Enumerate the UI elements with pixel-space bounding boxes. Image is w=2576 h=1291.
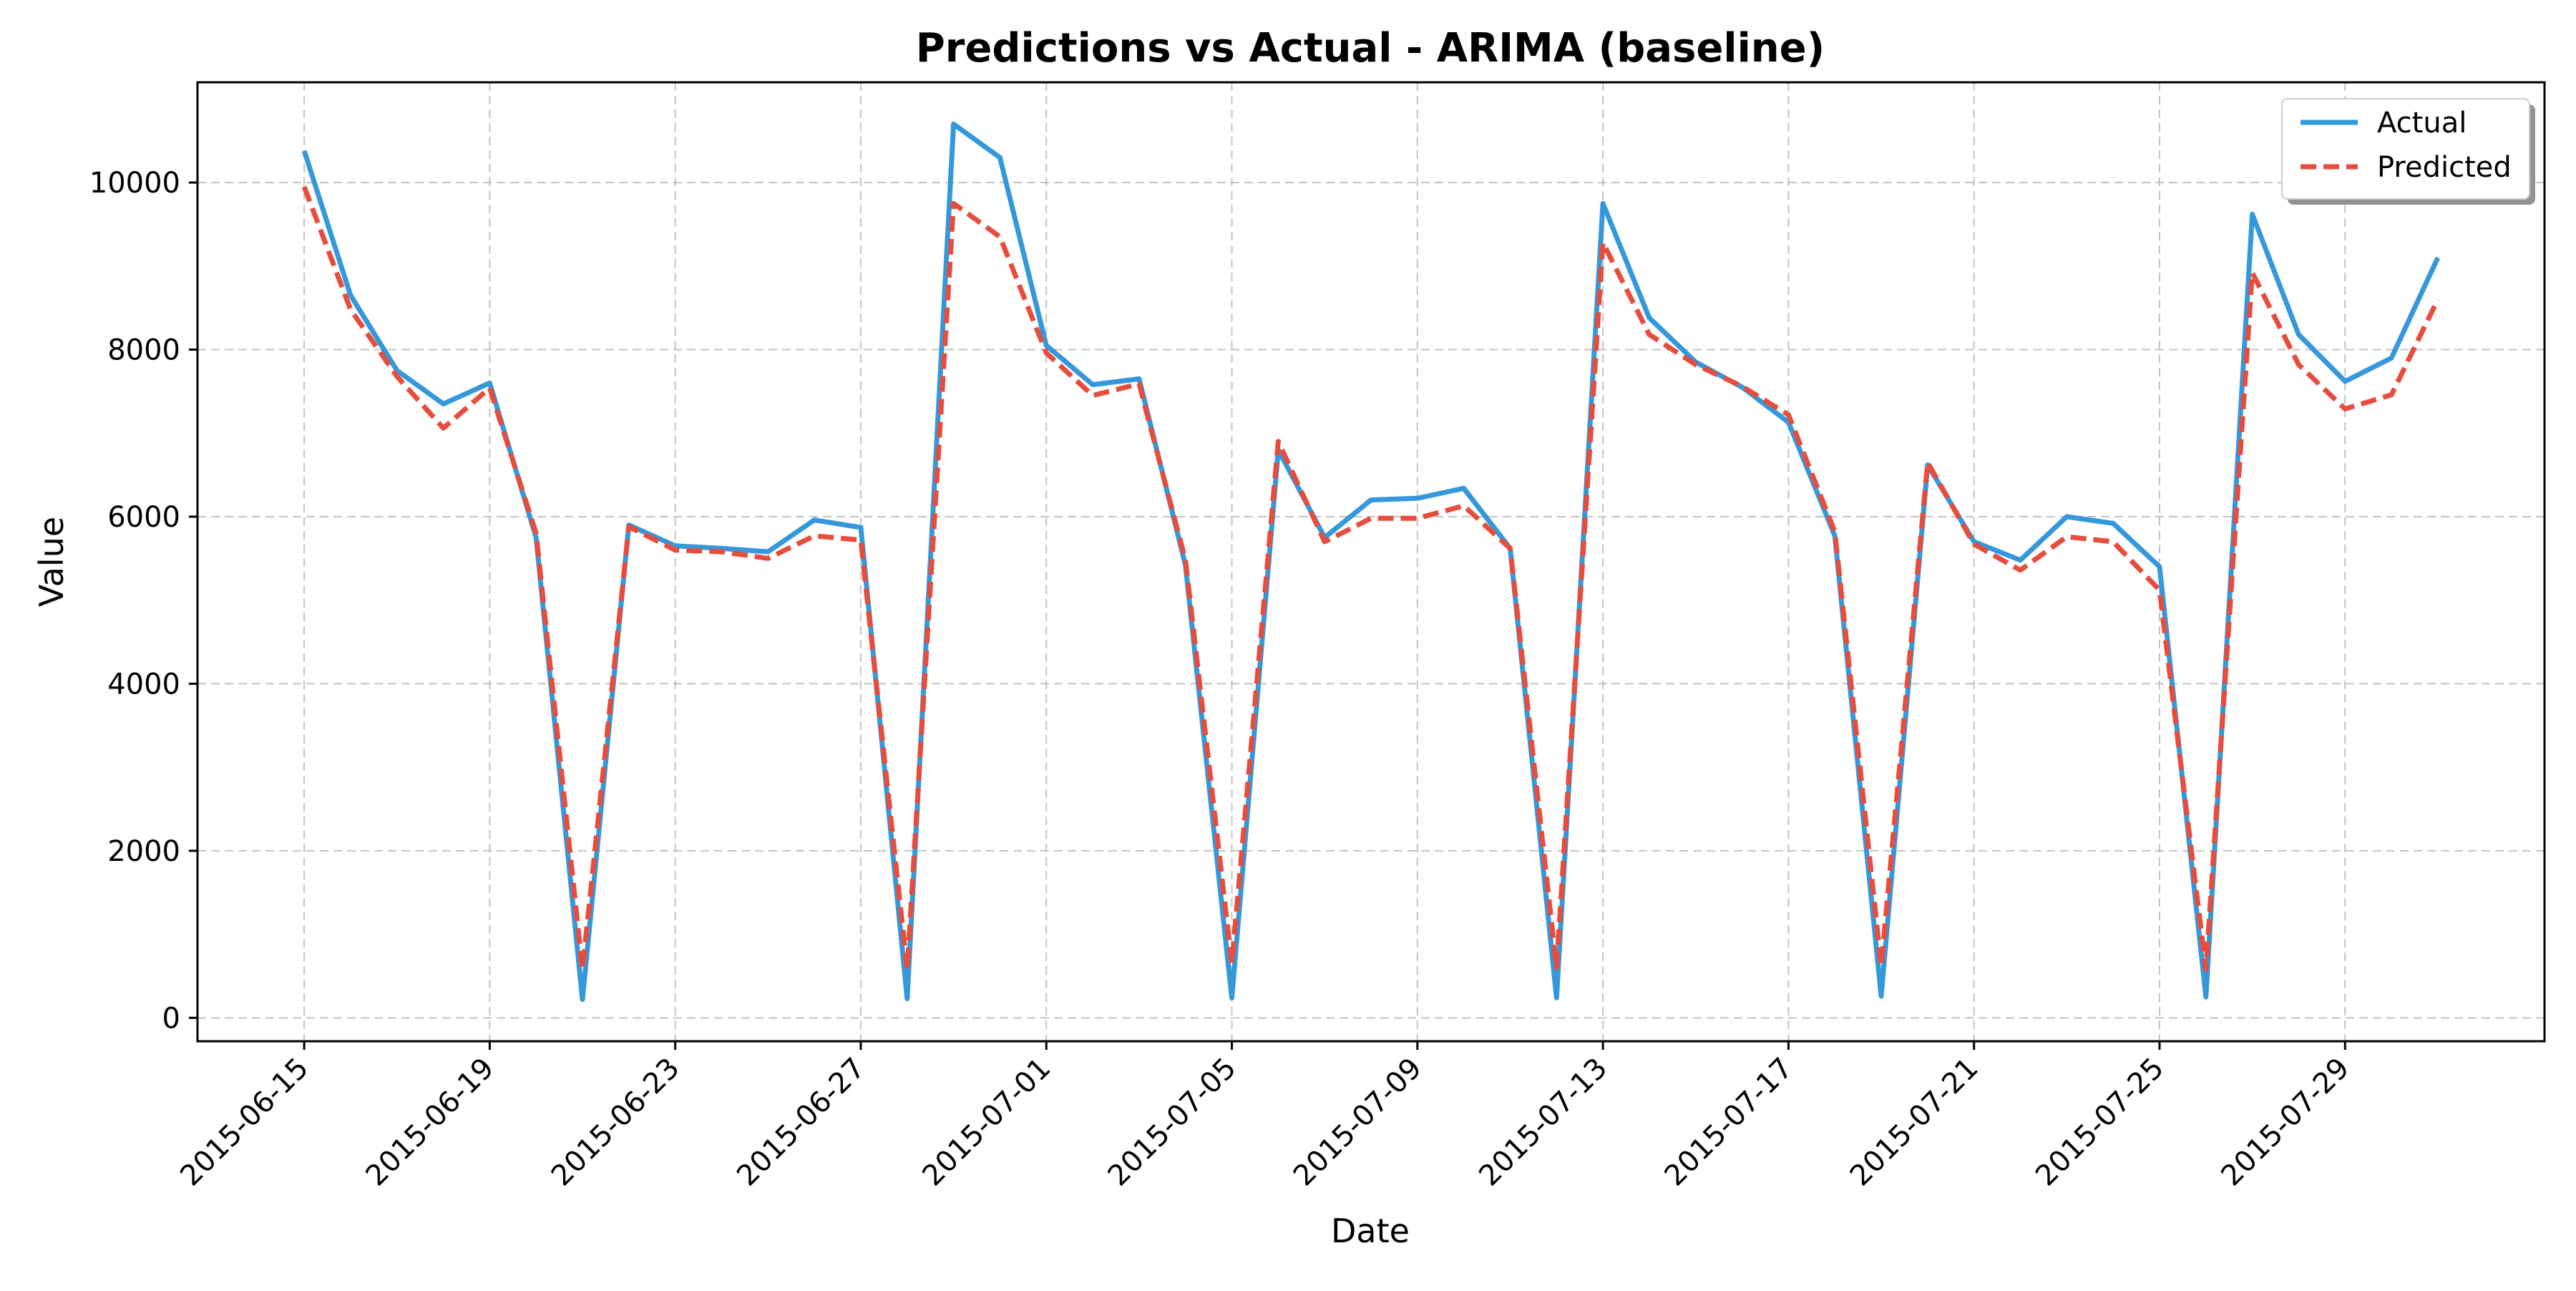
series-line-actual — [301, 121, 2441, 1003]
grid-lines — [197, 82, 2545, 1041]
y-tick-label: 6000 — [107, 501, 180, 534]
x-tick-label: 2015-07-09 — [1287, 1052, 1428, 1193]
legend: Actual Predicted — [2281, 98, 2535, 205]
y-axis-label: Value — [32, 517, 71, 607]
x-tick-label: 2015-07-29 — [2215, 1052, 2356, 1193]
y-tick-label: 8000 — [107, 334, 180, 367]
legend-label-predicted: Predicted — [2377, 151, 2512, 184]
x-tick-label: 2015-06-15 — [174, 1052, 315, 1193]
x-tick-label: 2015-07-25 — [2029, 1052, 2170, 1193]
chart-title: Predictions vs Actual - ARIMA (baseline) — [916, 25, 1825, 72]
x-tick-label: 2015-07-17 — [1659, 1052, 1800, 1193]
x-tick-label: 2015-07-21 — [1844, 1052, 1985, 1193]
plot-frame — [196, 81, 2546, 1043]
y-axis-ticks: 0 2000 4000 6000 8000 10000 — [89, 167, 197, 1035]
x-axis-ticks: 2015-06-15 2015-06-19 2015-06-23 2015-06-27… — [174, 1041, 2356, 1192]
y-tick-label: 4000 — [107, 668, 180, 701]
y-tick-label: 10000 — [89, 167, 180, 200]
x-tick-label: 2015-07-05 — [1102, 1052, 1243, 1193]
series-line-predicted — [301, 185, 2441, 973]
x-axis-label: Date — [1331, 1212, 1410, 1250]
x-tick-label: 2015-06-23 — [545, 1052, 686, 1193]
x-tick-label: 2015-06-19 — [360, 1052, 501, 1193]
legend-label-actual: Actual — [2377, 107, 2467, 140]
x-tick-label: 2015-06-27 — [731, 1052, 872, 1193]
y-tick-label: 0 — [162, 1002, 180, 1035]
x-tick-label: 2015-07-13 — [1473, 1052, 1614, 1193]
x-tick-label: 2015-07-01 — [916, 1052, 1057, 1193]
series-lines — [301, 121, 2441, 1003]
y-tick-label: 2000 — [107, 835, 180, 868]
